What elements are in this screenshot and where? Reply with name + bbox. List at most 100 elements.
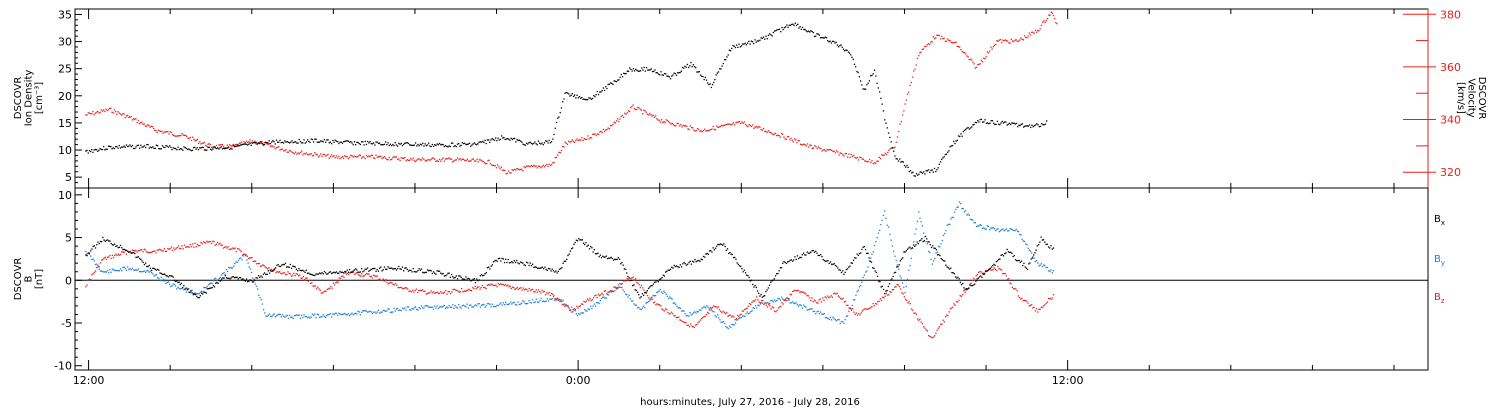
bx-series-point: [223, 277, 225, 279]
bz-series-point: [131, 249, 134, 251]
bz-series-point: [180, 248, 182, 250]
bx-series-point: [183, 285, 185, 287]
bz-series-point: [630, 277, 632, 279]
velocity-series-point: [148, 125, 150, 127]
density-series-point: [655, 72, 657, 74]
bx-series-point: [289, 263, 291, 266]
velocity-series-point: [199, 141, 201, 143]
by-series-point: [228, 266, 230, 269]
velocity-series-point: [896, 136, 899, 138]
density-series-point: [143, 145, 146, 147]
bx-series-point: [772, 279, 774, 281]
bx-series-point: [658, 278, 661, 280]
bx-series-point: [422, 271, 424, 273]
bz-series-point: [480, 287, 482, 289]
bz-series-point: [708, 312, 710, 314]
bx-series-point: [956, 277, 958, 279]
bz-series-point: [895, 286, 897, 288]
velocity-series-point: [259, 141, 261, 143]
velocity-series-point: [113, 109, 116, 111]
velocity-series-point: [690, 126, 693, 129]
velocity-series-point: [883, 154, 885, 156]
velocity-series-point: [498, 166, 500, 168]
velocity-series-point: [1039, 28, 1041, 30]
bz-series-point: [680, 319, 682, 322]
by-series-point: [585, 310, 587, 312]
density-series-point: [842, 48, 845, 50]
bz-series-point: [347, 272, 349, 275]
bx-series-point: [1035, 249, 1037, 251]
bz-series-point: [952, 306, 954, 308]
bx-series-point: [341, 271, 344, 273]
by-series-point: [765, 302, 767, 304]
velocity-series-point: [425, 160, 427, 162]
velocity-series-point: [559, 152, 561, 154]
bx-series-point: [663, 275, 666, 277]
velocity-series-point: [545, 164, 547, 167]
bz-series-point: [602, 294, 604, 296]
bx-series-point: [1031, 257, 1034, 259]
density-series-point: [379, 142, 381, 144]
bx-series-point: [543, 268, 545, 270]
velocity-series-point: [448, 157, 450, 159]
by-series-point: [403, 308, 405, 310]
by-series-point: [615, 287, 617, 289]
bx-series-point: [965, 288, 967, 290]
bx-series-point: [933, 247, 935, 249]
bz-series-point: [870, 306, 872, 309]
by-series-point: [229, 267, 231, 269]
by-series-point: [344, 312, 346, 315]
bx-series-point: [142, 261, 144, 264]
bz-series-point: [720, 310, 722, 313]
density-series-point: [483, 141, 485, 144]
density-series-point: [310, 138, 312, 140]
velocity-series-point: [155, 130, 157, 132]
velocity-series-point: [260, 142, 262, 144]
velocity-series-point: [522, 170, 524, 172]
bz-series-point: [151, 251, 154, 253]
density-series-point: [576, 94, 578, 96]
density-series-point: [338, 142, 340, 145]
bx-series-point: [139, 257, 141, 260]
velocity-series-point: [851, 155, 854, 157]
density-series-point: [767, 34, 770, 36]
bz-series-point: [877, 301, 879, 303]
density-series-point: [225, 147, 227, 149]
bx-series-point: [547, 267, 550, 270]
bz-series-point: [777, 307, 779, 309]
velocity-series-point: [628, 110, 631, 113]
bz-series-point: [516, 286, 518, 289]
by-series-point: [787, 297, 789, 299]
by-series-point: [331, 316, 333, 318]
bx-series-point: [518, 263, 520, 265]
velocity-series-point: [471, 158, 473, 160]
bz-series-point: [467, 289, 469, 291]
by-series-point: [482, 304, 484, 306]
density-series-point: [208, 146, 210, 148]
bx-series-point: [203, 291, 205, 293]
bz-series-point: [891, 289, 893, 291]
velocity-series-point: [362, 156, 364, 158]
bx-series-point: [618, 258, 621, 260]
by-series-point: [724, 322, 726, 325]
density-series-point: [674, 73, 676, 75]
bz-series-point: [477, 286, 479, 288]
bx-series-point: [262, 273, 265, 275]
bz-series-point: [247, 257, 250, 260]
bx-series-point: [921, 237, 923, 240]
velocity-series-point: [640, 109, 643, 111]
velocity-series-point: [141, 121, 143, 123]
density-series-point: [858, 76, 860, 78]
velocity-series-point: [971, 59, 973, 61]
by-series-point: [916, 220, 919, 222]
density-series-point: [807, 30, 810, 32]
density-series-point: [253, 141, 255, 144]
density-series-point: [783, 27, 785, 29]
bx-series-point: [962, 282, 964, 285]
bz-series-point: [1021, 297, 1023, 299]
bx-series-point: [245, 278, 248, 280]
by-series-point: [200, 290, 203, 292]
density-series-point: [1039, 125, 1042, 127]
bz-series-point: [993, 267, 995, 269]
density-series-point: [620, 73, 622, 76]
